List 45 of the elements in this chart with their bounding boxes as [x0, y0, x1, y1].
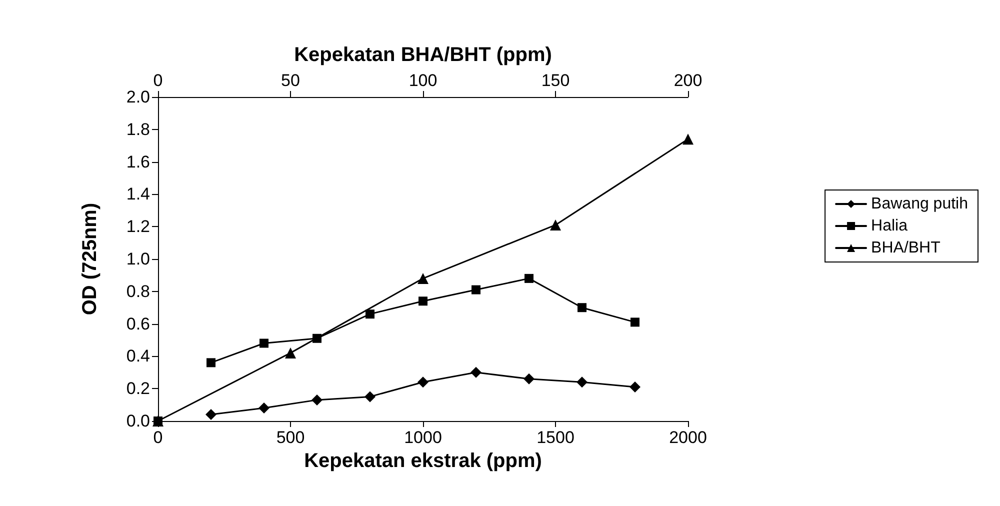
x-tick-label: 2000 — [669, 428, 707, 447]
x-tick-label: 500 — [276, 428, 305, 447]
y-tick-label: 2.0 — [126, 88, 150, 106]
y-tick-label: 0.6 — [126, 314, 150, 334]
x-tick-label: 0 — [153, 428, 163, 447]
x-axis-title: Kepekatan ekstrak (ppm) — [304, 450, 542, 472]
point — [258, 402, 270, 414]
y-tick-label: 1.6 — [126, 152, 150, 172]
point — [630, 318, 640, 327]
point — [206, 358, 216, 368]
y-tick-label: 1.2 — [126, 217, 150, 236]
x-tick-label: 1000 — [404, 428, 442, 447]
point — [366, 310, 374, 319]
point — [576, 376, 588, 388]
x2-tick-label: 100 — [408, 71, 438, 90]
x2-tick-label: 200 — [674, 71, 702, 90]
y-tick-label: 1.0 — [126, 250, 150, 268]
legend-label: Halia — [871, 218, 908, 234]
legend-label: BHA/BHT — [871, 240, 941, 256]
point — [260, 338, 268, 348]
point — [364, 391, 376, 402]
y-tick-label: 0.2 — [126, 379, 150, 398]
y-axis-title: OD (725nm) — [79, 202, 101, 316]
point — [312, 334, 322, 343]
point — [206, 409, 216, 420]
point — [418, 296, 428, 306]
point — [312, 394, 322, 406]
x2-tick-label: 150 — [541, 71, 570, 90]
point — [472, 285, 480, 294]
point — [524, 373, 534, 384]
y-tick-label: 1.4 — [126, 184, 150, 204]
point — [524, 274, 534, 283]
x2-axis-title: Kepekatan BHA/BHT (ppm) — [294, 44, 552, 66]
y-tick-label: 0.4 — [126, 346, 150, 366]
x2-tick-label: 50 — [281, 71, 300, 90]
x-tick-label: 1500 — [536, 428, 574, 447]
y-tick-label: 0.0 — [126, 412, 150, 430]
point — [578, 303, 586, 312]
point — [418, 376, 428, 388]
x2-tick-label: 0 — [153, 71, 163, 90]
point — [630, 381, 640, 392]
y-tick-label: 0.8 — [126, 282, 150, 301]
legend-label: Bawang putih — [871, 196, 968, 212]
point — [470, 366, 482, 378]
y-tick-label: 1.8 — [126, 120, 150, 139]
